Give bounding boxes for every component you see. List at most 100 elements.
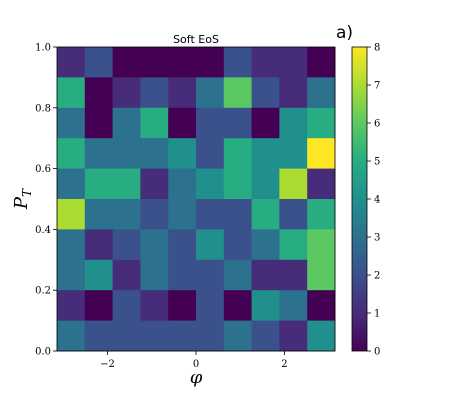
y-tick-label: 0.2 (35, 286, 51, 297)
heatmap-cell (223, 199, 252, 230)
heatmap-cell (84, 290, 113, 321)
y-axis-label-main: P (11, 196, 32, 210)
heatmap-cell (279, 320, 308, 352)
heatmap-cell (57, 107, 86, 139)
heatmap-cell (168, 320, 197, 352)
heatmap-cell (112, 290, 141, 321)
heatmap-cell (279, 290, 308, 321)
y-tick-label: 0.6 (35, 164, 51, 175)
heatmap-cell (140, 47, 169, 78)
heatmap-cell (140, 229, 169, 261)
colorbar-tick-label: 2 (374, 271, 380, 282)
heatmap-cell (84, 77, 113, 109)
colorbar-tick-label: 4 (374, 195, 380, 206)
heatmap-cell (279, 229, 308, 261)
heatmap-cell (251, 47, 280, 78)
heatmap-cell (84, 320, 113, 352)
heatmap-cell (57, 290, 86, 321)
colorbar-tick-label: 6 (374, 119, 380, 130)
heatmap-cell (168, 199, 197, 230)
x-tick-label: −2 (100, 359, 115, 370)
heatmap-cell (307, 259, 336, 291)
heatmap-cell (251, 259, 280, 291)
heatmap-cell (112, 138, 141, 169)
heatmap-cell (223, 168, 252, 200)
heatmap-cell (251, 107, 280, 139)
heatmap-cell (307, 168, 336, 200)
heatmap-cell (112, 229, 141, 261)
heatmap-cell (251, 290, 280, 321)
heatmap-cell (223, 47, 252, 78)
heatmap-cell (112, 320, 141, 352)
heatmap-cell (251, 229, 280, 261)
y-tick-label: 0.8 (35, 103, 51, 114)
y-tick-label: 0.4 (35, 225, 51, 236)
heatmap-cell (223, 320, 252, 352)
x-tick-label: 2 (281, 359, 287, 370)
x-axis-ticks: −2 0 2 (100, 351, 288, 370)
heatmap-cell (140, 290, 169, 321)
heatmap-cell (168, 259, 197, 291)
heatmap-cell (223, 77, 252, 109)
heatmap-cell (140, 320, 169, 352)
heatmap-cell (140, 168, 169, 200)
heatmap-cell (57, 199, 86, 230)
heatmap-cell (168, 290, 197, 321)
heatmap-cell (196, 229, 225, 261)
heatmap-cell (57, 259, 86, 291)
y-axis-ticks: 0.0 0.2 0.4 0.6 0.8 1.0 (35, 43, 57, 358)
heatmap-cell (307, 47, 336, 78)
heatmap-cell (307, 229, 336, 261)
heatmap-cell (57, 229, 86, 261)
heatmap-cell (168, 107, 197, 139)
heatmap-cell (223, 107, 252, 139)
heatmap-cell (140, 199, 169, 230)
heatmap-cell (140, 259, 169, 291)
heatmap-cell (140, 138, 169, 169)
colorbar-tick-label: 3 (374, 233, 380, 244)
heatmap-cell (251, 77, 280, 109)
svg-text:PT: PT (11, 188, 34, 210)
heatmap-cell (112, 199, 141, 230)
colorbar (352, 47, 367, 351)
panel-label: a) (336, 23, 353, 43)
heatmap-cell (57, 320, 86, 352)
heatmap-cell (223, 229, 252, 261)
heatmap-cells (57, 47, 336, 352)
heatmap-cell (84, 199, 113, 230)
heatmap-cell (307, 138, 336, 169)
heatmap-cell (251, 168, 280, 200)
heatmap-cell (112, 259, 141, 291)
colorbar-tick-label: 8 (374, 43, 380, 54)
heatmap-cell (307, 320, 336, 352)
heatmap-cell (57, 168, 86, 200)
heatmap-cell (112, 168, 141, 200)
heatmap-cell (112, 107, 141, 139)
y-tick-label: 0.0 (35, 347, 51, 358)
heatmap-cell (223, 290, 252, 321)
heatmap-cell (168, 138, 197, 169)
heatmap-cell (168, 168, 197, 200)
y-tick-label: 1.0 (35, 43, 51, 54)
heatmap-cell (251, 320, 280, 352)
y-axis-label: PT (11, 188, 34, 210)
colorbar-tick-label: 5 (374, 157, 380, 168)
x-axis-label: φ (190, 367, 203, 388)
heatmap-cell (196, 290, 225, 321)
colorbar-tick-label: 1 (374, 309, 380, 320)
heatmap-cell (57, 77, 86, 109)
heatmap-cell (196, 259, 225, 291)
heatmap-cell (168, 77, 197, 109)
heatmap-cell (140, 107, 169, 139)
heatmap-cell (112, 77, 141, 109)
heatmap-cell (84, 138, 113, 169)
colorbar-tick-label: 7 (374, 81, 380, 92)
x-tick-label: 0 (193, 359, 199, 370)
heatmap-cell (84, 168, 113, 200)
heatmap-cell (196, 320, 225, 352)
heatmap-cell (84, 107, 113, 139)
heatmap-cell (112, 47, 141, 78)
heatmap-cell (168, 229, 197, 261)
heatmap-cell (168, 47, 197, 78)
